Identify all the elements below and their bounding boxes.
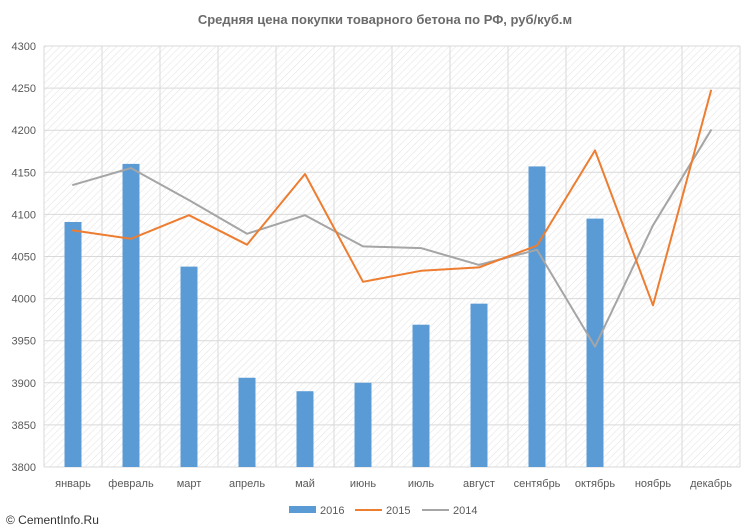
bar-2016 xyxy=(64,221,82,467)
y-tick-label: 4050 xyxy=(12,252,36,264)
y-tick-label: 3900 xyxy=(12,378,36,390)
bar-2016 xyxy=(296,391,314,467)
x-tick-label: февраль xyxy=(108,478,154,490)
bar-2016 xyxy=(470,303,488,467)
bar-2016 xyxy=(122,163,140,467)
x-tick-label: сентябрь xyxy=(514,478,561,490)
y-tick-label: 4150 xyxy=(12,167,36,179)
x-tick-label: май xyxy=(295,478,315,490)
y-tick-label: 3800 xyxy=(12,462,36,474)
x-tick-label: ноябрь xyxy=(635,478,672,490)
y-tick-label: 4300 xyxy=(12,41,36,53)
legend-label-2016: 2016 xyxy=(320,505,344,517)
x-tick-label: декабрь xyxy=(690,478,732,490)
bar-2016 xyxy=(586,218,604,467)
y-tick-label: 3850 xyxy=(12,420,36,432)
line-2014 xyxy=(72,129,712,348)
y-tick-label: 4200 xyxy=(12,125,36,137)
legend-swatch-2016 xyxy=(289,506,316,513)
x-tick-label: июль xyxy=(408,478,435,490)
x-tick-label: апрель xyxy=(229,478,265,490)
legend-label-2015: 2015 xyxy=(386,505,410,517)
y-tick-label: 3950 xyxy=(12,336,36,348)
bar-2016 xyxy=(528,166,546,467)
watermark: © CementInfo.Ru xyxy=(6,513,99,527)
x-tick-label: август xyxy=(463,478,495,490)
series-lines xyxy=(72,89,712,348)
x-tick-label: июнь xyxy=(350,478,376,490)
x-tick-label: январь xyxy=(55,478,91,490)
bar-2016 xyxy=(238,377,256,467)
bar-2016 xyxy=(180,266,198,467)
y-tick-label: 4000 xyxy=(12,294,36,306)
legend: 2016 2015 2014 xyxy=(289,505,477,517)
x-tick-label: октябрь xyxy=(575,478,615,490)
y-tick-label: 4100 xyxy=(12,209,36,221)
series-2016-bars xyxy=(64,163,604,467)
y-tick-label: 4250 xyxy=(12,83,36,95)
x-tick-label: март xyxy=(177,478,202,490)
horizontal-gridlines xyxy=(44,45,740,468)
line-2015 xyxy=(72,89,712,307)
bar-2016 xyxy=(412,324,430,467)
bar-2016 xyxy=(354,382,372,467)
x-axis-ticks: январь февраль март апрель май июнь июль август… xyxy=(55,478,732,490)
chart-title: Средняя цена покупки товарного бетона по… xyxy=(198,12,572,27)
legend-label-2014: 2014 xyxy=(453,505,477,517)
y-axis-ticks: 3800 3850 3900 3950 4000 4050 4100 4150 4200 4250… xyxy=(12,41,36,474)
